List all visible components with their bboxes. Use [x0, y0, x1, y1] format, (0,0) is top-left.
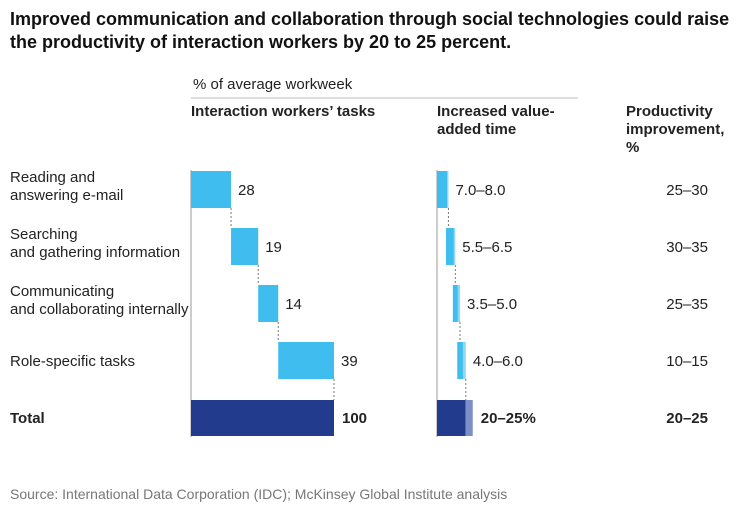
value-added-range-bar: [457, 285, 461, 322]
category-label: and gathering information: [10, 244, 180, 261]
value-added-total-bar: [437, 400, 466, 436]
productivity-total-label: 20–25: [666, 410, 708, 427]
value-added-bar: [452, 285, 458, 322]
tasks-bar: [191, 171, 232, 208]
tasks-bar: [231, 228, 259, 265]
tasks-bar: [278, 342, 334, 379]
value-added-label: 4.0–6.0: [473, 353, 523, 370]
tasks-value-label: 39: [341, 353, 358, 370]
productivity-label: 25–35: [666, 296, 708, 313]
value-added-bar: [437, 171, 448, 208]
total-label: Total: [10, 410, 45, 427]
value-added-bar: [457, 342, 463, 379]
source-note: Source: International Data Corporation (…: [10, 486, 508, 502]
category-label: Role-specific tasks: [10, 353, 135, 370]
value-added-total-range-bar: [465, 400, 473, 436]
unit-label: % of average workweek: [193, 76, 353, 93]
value-added-total-label: 20–25%: [481, 410, 536, 427]
value-added-range-bar: [447, 171, 449, 208]
tasks-value-label: 19: [265, 239, 282, 256]
tasks-total-bar: [191, 400, 334, 436]
column-header-tasks: Interaction workers’ tasks: [191, 103, 376, 120]
category-label: answering e-mail: [10, 187, 123, 204]
value-added-label: 5.5–6.5: [462, 239, 512, 256]
productivity-label: 25–30: [666, 182, 708, 199]
value-added-range-bar: [453, 228, 456, 265]
column-header-value-added: Increased value-added time: [437, 103, 555, 138]
value-added-range-bar: [462, 342, 466, 379]
tasks-value-label: 14: [285, 296, 302, 313]
value-added-label: 7.0–8.0: [455, 182, 505, 199]
category-label: Reading and: [10, 169, 95, 186]
category-label: Communicating: [10, 283, 114, 300]
value-added-bar: [446, 228, 454, 265]
tasks-value-label: 28: [238, 182, 255, 199]
productivity-label: 10–15: [666, 353, 708, 370]
chart-title: Improved communication and collaboration…: [10, 9, 730, 52]
tasks-total-label: 100: [342, 410, 367, 427]
tasks-bar: [258, 285, 279, 322]
category-label: and collaborating internally: [10, 301, 189, 318]
productivity-label: 30–35: [666, 239, 708, 256]
value-added-label: 3.5–5.0: [467, 296, 517, 313]
category-label: Searching: [10, 226, 78, 243]
column-header-productivity: Productivity improvement, %: [626, 103, 725, 156]
